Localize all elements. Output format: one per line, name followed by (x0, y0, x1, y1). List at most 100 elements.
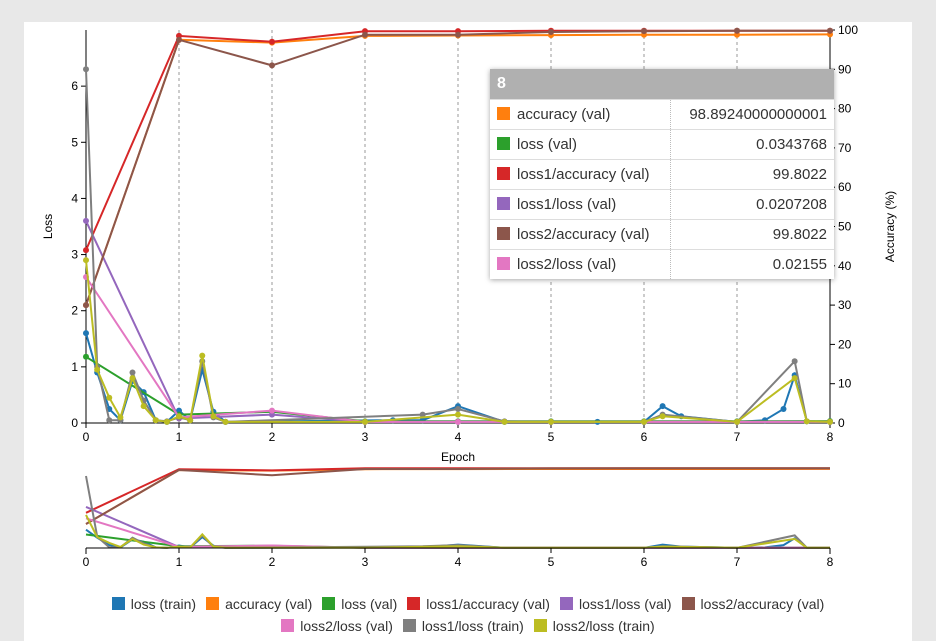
y-left-axis-title: Loss (41, 214, 55, 239)
overview-x-tick-label: 1 (176, 555, 183, 569)
legend-row: loss2/loss (val) loss1/loss (train) loss2/… (24, 615, 912, 637)
data-point (734, 418, 740, 425)
data-point (269, 407, 275, 414)
legend-swatch (402, 619, 416, 632)
x-tick-label: 4 (455, 430, 462, 444)
tooltip-value: 99.8022 (669, 219, 834, 250)
data-point (455, 411, 461, 418)
series-loss2-accuracy-val (83, 27, 833, 309)
data-point (641, 28, 647, 35)
data-point (419, 411, 426, 418)
tooltip-row: accuracy (val) 98.89240000000001 (490, 99, 834, 130)
data-point (94, 366, 101, 373)
data-point (83, 66, 89, 73)
data-point (548, 418, 554, 425)
legend-item-loss2-accuracy-val[interactable]: loss2/accuracy (val) (681, 593, 825, 615)
legend-swatch (533, 619, 547, 632)
tooltip-table: accuracy (val) 98.89240000000001 loss (val… (490, 99, 834, 279)
data-point (734, 27, 740, 34)
legend-label: loss (train) (130, 596, 197, 612)
y-right-tick-label: 30 (838, 298, 852, 312)
data-point (163, 418, 170, 425)
tooltip-swatch (497, 137, 510, 150)
legend-label: loss (val) (341, 596, 398, 612)
legend-item-loss2-loss-val[interactable]: loss2/loss (val) (281, 615, 393, 637)
legend-item-loss-val[interactable]: loss (val) (322, 593, 397, 615)
legend-item-loss2-loss-train[interactable]: loss2/loss (train) (533, 615, 655, 637)
legend-swatch (281, 619, 295, 632)
data-point (548, 28, 554, 35)
tooltip-series-cell: loss1/loss (val) (490, 189, 671, 220)
legend-item-loss1-accuracy-val[interactable]: loss1/accuracy (val) (407, 593, 550, 615)
legend-label: loss1/loss (train) (421, 618, 524, 634)
data-point (210, 413, 217, 420)
data-point (222, 418, 229, 425)
tooltip-swatch (497, 107, 510, 120)
data-point (269, 62, 275, 69)
legend-item-loss1-loss-val[interactable]: loss1/loss (val) (559, 593, 672, 615)
data-point (83, 257, 89, 264)
overview-x-tick-label: 2 (269, 555, 276, 569)
legend-swatch (407, 597, 421, 610)
hover-tooltip: 8 accuracy (val) 98.89240000000001 loss (v… (490, 69, 834, 279)
overview-x-tick-label: 0 (83, 555, 90, 569)
x-tick-label: 8 (827, 430, 834, 444)
x-tick-label: 0 (83, 430, 90, 444)
data-point (455, 418, 461, 425)
y-left-tick-label: 1 (71, 360, 78, 374)
tooltip-series-label: accuracy (val) (517, 106, 611, 123)
data-point (83, 330, 89, 337)
y-right-tick-label: 80 (838, 102, 852, 116)
y-left-tick-label: 5 (71, 135, 78, 149)
training-chart[interactable]: 0 1 2 3 4 5 6 7 801234560102030405060708090100Ep… (24, 22, 912, 641)
tooltip-swatch (497, 257, 510, 270)
tooltip-row: loss2/loss (val) 0.02155 (490, 249, 834, 279)
data-point (176, 36, 182, 43)
tooltip-swatch (497, 167, 510, 180)
legend-item-accuracy-val[interactable]: accuracy (val) (206, 593, 312, 615)
tooltip-series-label: loss1/accuracy (val) (517, 166, 650, 183)
y-left-tick-label: 6 (71, 79, 78, 93)
y-right-tick-label: 100 (838, 23, 858, 37)
data-point (455, 405, 461, 412)
legend-swatch (322, 597, 336, 610)
tooltip-value: 0.0207208 (669, 189, 834, 220)
overview-x-tick-label: 5 (548, 555, 555, 569)
data-point (117, 414, 124, 421)
x-tick-label: 6 (641, 430, 648, 444)
legend-item-loss1-loss-train[interactable]: loss1/loss (train) (402, 615, 524, 637)
tooltip-series-cell: loss2/accuracy (val) (490, 219, 671, 250)
legend-label: loss2/accuracy (val) (700, 596, 825, 612)
overview-series-loss2-accuracy-val (85, 467, 830, 525)
series-loss2-loss-train (83, 257, 833, 425)
chart-legend: loss (train) accuracy (val) loss (val) loss… (24, 593, 912, 637)
legend-swatch (206, 597, 220, 610)
data-point (791, 358, 798, 365)
legend-item-loss-train[interactable]: loss (train) (111, 593, 197, 615)
tooltip-row: loss (val) 0.0343768 (490, 129, 834, 160)
tooltip-row: loss1/accuracy (val) 99.8022 (490, 159, 834, 190)
data-point (827, 418, 833, 425)
y-right-tick-label: 20 (838, 337, 852, 351)
data-point (106, 394, 113, 401)
legend-label: loss1/accuracy (val) (426, 596, 550, 612)
data-point (780, 405, 787, 412)
tooltip-swatch (497, 197, 510, 210)
data-point (362, 31, 368, 38)
tooltip-row: loss1/loss (val) 0.0207208 (490, 189, 834, 220)
x-tick-label: 7 (734, 430, 741, 444)
x-axis-title: Epoch (441, 450, 475, 464)
data-point (455, 31, 461, 38)
tooltip-value: 0.02155 (669, 249, 834, 279)
data-point (791, 375, 798, 382)
tooltip-series-label: loss1/loss (val) (517, 196, 617, 213)
y-right-tick-label: 0 (838, 416, 845, 430)
data-point (269, 38, 275, 45)
y-left-tick-label: 3 (71, 248, 78, 262)
overview-x-tick-label: 4 (455, 555, 462, 569)
x-tick-label: 2 (269, 430, 276, 444)
data-point (140, 403, 147, 410)
y-left-tick-label: 4 (71, 191, 78, 205)
legend-label: loss2/loss (val) (300, 618, 393, 634)
data-point (106, 417, 113, 424)
